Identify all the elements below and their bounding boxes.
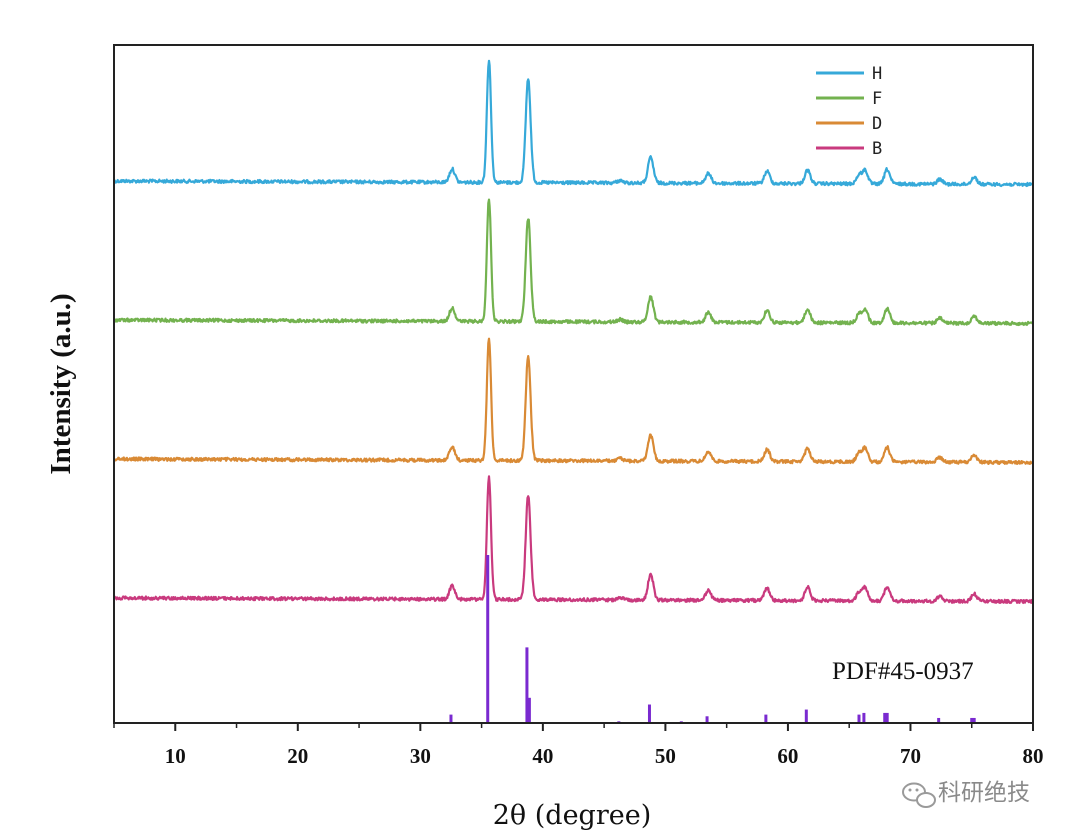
legend-label-D: D <box>872 114 882 134</box>
x-tick-label-10: 10 <box>165 744 186 768</box>
legend-label-F: F <box>872 89 882 109</box>
wechat-icon <box>902 782 936 808</box>
x-tick-label-50: 50 <box>655 744 676 768</box>
x-tick-label-40: 40 <box>532 744 553 768</box>
x-tick-label-30: 30 <box>410 744 431 768</box>
watermark: 科研绝技 <box>902 780 1030 808</box>
series-line-B <box>112 475 1034 604</box>
watermark-text: 科研绝技 <box>938 780 1030 806</box>
y-axis-title: Intensity (a.u.) <box>45 293 77 474</box>
x-tick-label-70: 70 <box>900 744 921 768</box>
legend-label-B: B <box>872 139 882 159</box>
x-tick-label-20: 20 <box>287 744 308 768</box>
series-line-H <box>113 59 1034 188</box>
series-line-F <box>112 198 1034 327</box>
x-axis-title: 2θ (degree) <box>493 800 652 831</box>
legend-label-H: H <box>872 64 882 84</box>
reference-label: PDF#45-0937 <box>832 658 974 685</box>
series-line-D <box>113 337 1035 465</box>
x-tick-label-80: 80 <box>1023 744 1044 768</box>
reference-pattern <box>449 555 976 723</box>
plot-frame <box>113 44 1034 724</box>
series-layer <box>112 59 1035 604</box>
x-tick-label-60: 60 <box>777 744 798 768</box>
x-axis: 10 20 30 40 50 60 70 80 <box>113 723 1044 768</box>
